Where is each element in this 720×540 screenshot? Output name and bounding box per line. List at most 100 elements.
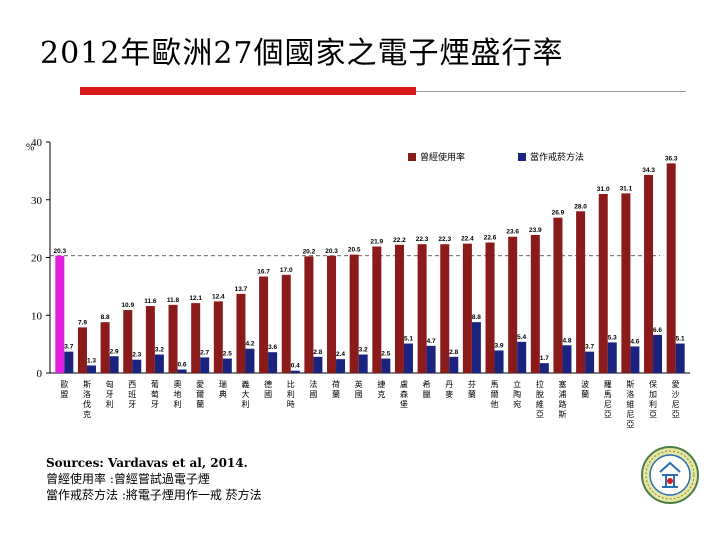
x-tick-label: 捷克 — [377, 379, 385, 399]
bar-ever-use — [259, 276, 269, 373]
title-divider-line — [416, 91, 686, 92]
title-accent-bar — [80, 87, 416, 95]
x-tick-label: 拉脫維亞 — [536, 379, 544, 419]
bar-ever-use — [530, 234, 540, 373]
data-label-ever-use: 22.3 — [416, 236, 429, 243]
data-label-quit-method: 2.8 — [449, 349, 458, 356]
bar-quit-method — [177, 369, 187, 373]
bar-ever-use — [191, 303, 201, 373]
x-tick-label: 羅馬尼亞 — [604, 380, 612, 419]
bar-ever-use — [168, 304, 178, 373]
bar-ever-use — [462, 243, 472, 373]
y-tick-label: 20 — [31, 253, 43, 265]
bar-ever-use — [508, 236, 518, 373]
bar-quit-method — [313, 356, 323, 373]
data-label-ever-use: 21.9 — [370, 239, 383, 246]
bar-ever-use — [666, 163, 676, 373]
bar-ever-use — [576, 211, 586, 373]
data-label-ever-use: 20.3 — [325, 248, 338, 255]
legend-swatch-ever-use — [408, 153, 416, 161]
data-label-quit-method: 2.5 — [223, 351, 232, 358]
data-label-ever-use: 20.5 — [348, 247, 361, 254]
bar-quit-method — [290, 370, 300, 373]
bar-quit-method — [517, 341, 527, 373]
x-tick-label: 立陶宛 — [513, 379, 521, 409]
bar-quit-method — [154, 354, 164, 373]
bar-ever-use — [304, 256, 314, 373]
slide-title: 2012年歐洲27個國家之電子煙盛行率 — [40, 36, 564, 71]
bar-quit-method — [607, 342, 617, 373]
legend-label-ever-use: 曾經使用率 — [420, 151, 465, 163]
legend-label-quit-method: 當作戒菸方法 — [530, 151, 584, 163]
x-tick-label: 荷蘭 — [332, 379, 340, 399]
x-tick-label: 瑞典 — [219, 379, 227, 399]
data-label-ever-use: 22.6 — [484, 234, 497, 241]
bar-quit-method — [494, 350, 504, 373]
data-label-ever-use: 8.8 — [101, 314, 110, 321]
x-tick-label: 斯洛維尼亞 — [626, 379, 634, 429]
x-tick-label: 愛爾蘭 — [196, 379, 204, 409]
bar-ever-use — [77, 327, 87, 373]
y-tick-label: 10 — [31, 310, 43, 322]
data-label-quit-method: 3.9 — [495, 342, 504, 349]
bar-quit-method — [585, 351, 595, 373]
x-tick-label: 希臘 — [423, 379, 431, 399]
data-label-quit-method: 2.5 — [381, 351, 390, 358]
bar-ever-use — [100, 322, 110, 373]
data-label-quit-method: 4.7 — [427, 338, 436, 345]
x-tick-label: 葡萄牙 — [151, 379, 159, 409]
bar-ever-use — [349, 254, 359, 373]
bar-ever-use — [55, 255, 65, 373]
bar-quit-method — [403, 343, 413, 373]
bar-quit-method — [132, 359, 142, 373]
x-tick-label: 法國 — [309, 379, 317, 399]
data-label-quit-method: 4.2 — [245, 341, 254, 348]
bar-ever-use — [145, 306, 155, 373]
data-label-ever-use: 12.1 — [189, 295, 202, 302]
x-tick-label: 匈牙利 — [106, 379, 114, 409]
data-label-ever-use: 22.4 — [461, 236, 474, 243]
bar-quit-method — [630, 346, 640, 373]
data-label-ever-use: 7.9 — [78, 319, 87, 326]
bar-quit-method — [358, 354, 368, 373]
bar-quit-method — [471, 322, 481, 373]
x-tick-label: 丹麥 — [445, 380, 453, 399]
data-label-quit-method: 2.8 — [313, 349, 322, 356]
data-label-ever-use: 31.1 — [620, 185, 633, 192]
bar-ever-use — [327, 255, 337, 373]
bar-ever-use — [644, 174, 654, 373]
institution-seal-icon — [641, 446, 699, 504]
x-tick-label: 斯洛伐克 — [83, 379, 91, 419]
x-tick-label: 盧森堡 — [400, 379, 408, 409]
x-tick-label: 義大利 — [241, 379, 249, 409]
data-label-quit-method: 5.1 — [404, 336, 413, 343]
data-label-ever-use: 26.9 — [552, 210, 565, 217]
data-label-quit-method: 2.3 — [132, 352, 141, 359]
bar-ever-use — [236, 293, 246, 373]
x-tick-label: 德國 — [264, 379, 272, 399]
data-label-quit-method: 5.4 — [517, 334, 526, 341]
data-label-ever-use: 11.8 — [167, 297, 180, 304]
bar-quit-method — [381, 358, 391, 373]
bar-quit-method — [109, 356, 119, 373]
x-tick-label: 比利時 — [287, 379, 295, 409]
data-label-ever-use: 11.6 — [144, 298, 157, 305]
data-label-ever-use: 36.3 — [665, 155, 678, 162]
data-label-ever-use: 20.2 — [303, 248, 316, 255]
data-label-ever-use: 17.0 — [280, 267, 293, 274]
data-label-quit-method: 3.6 — [268, 344, 277, 351]
bar-quit-method — [64, 351, 74, 373]
bar-ever-use — [372, 246, 382, 373]
bar-quit-method — [539, 363, 549, 373]
x-tick-label: 波蘭 — [581, 379, 589, 399]
definition-quit-method: 當作戒菸方法 :將電子煙用作一戒 菸方法 — [46, 488, 262, 502]
x-tick-label: 西班牙 — [128, 380, 136, 409]
data-label-quit-method: 1.7 — [540, 355, 549, 362]
bar-quit-method — [336, 359, 346, 373]
bar-ever-use — [213, 301, 223, 373]
data-label-ever-use: 16.7 — [257, 269, 270, 276]
x-tick-label: 奧地利 — [174, 379, 182, 409]
data-label-ever-use: 20.3 — [53, 248, 66, 255]
bar-quit-method — [653, 334, 663, 373]
data-label-quit-method: 1.3 — [87, 357, 96, 364]
